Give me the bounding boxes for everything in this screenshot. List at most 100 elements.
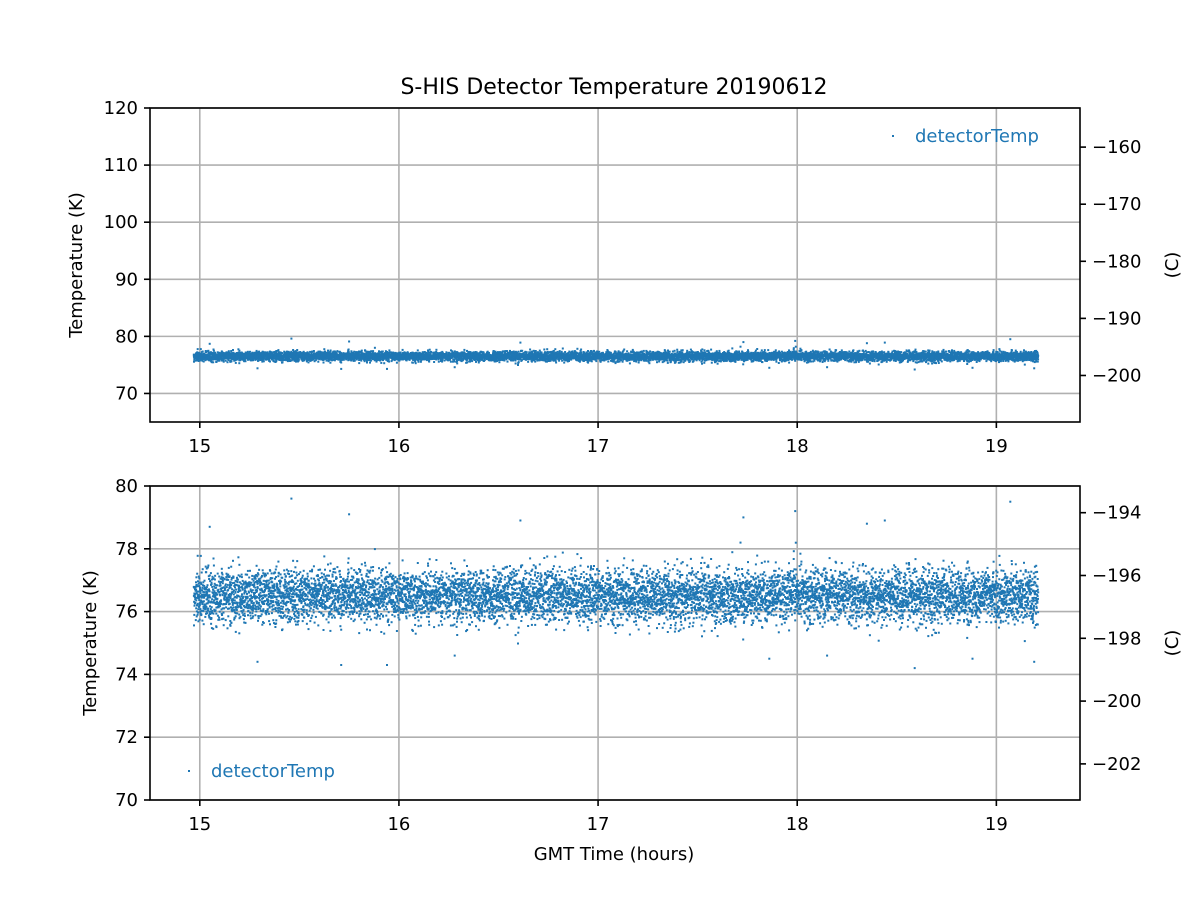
data-point (587, 361, 590, 364)
data-point (301, 352, 304, 355)
data-point (593, 349, 595, 352)
data-point (489, 358, 492, 361)
data-point (273, 360, 275, 363)
data-point (453, 350, 456, 353)
data-point (492, 359, 495, 362)
data-point (502, 350, 505, 353)
data-point (568, 360, 570, 362)
data-point (460, 356, 462, 359)
data-point (236, 358, 239, 361)
data-point (331, 359, 334, 362)
data-point (265, 351, 267, 354)
data-point (466, 361, 469, 364)
data-point (570, 358, 573, 361)
data-point (379, 357, 381, 360)
data-point (609, 352, 612, 354)
data-point (373, 359, 376, 362)
data-point (579, 359, 582, 362)
data-point (524, 350, 527, 353)
data-point (384, 350, 387, 353)
data-point (572, 357, 575, 360)
data-point (309, 350, 312, 353)
data-point (302, 350, 305, 353)
data-point (553, 358, 556, 361)
data-point (243, 360, 246, 363)
data-point (207, 357, 210, 360)
data-point (552, 349, 555, 352)
data-point (538, 349, 541, 352)
data-point (323, 348, 326, 351)
data-point (251, 355, 254, 358)
data-point (319, 352, 322, 355)
data-point (614, 361, 617, 364)
data-point (272, 357, 275, 360)
data-point (386, 356, 389, 359)
data-point (387, 351, 390, 354)
data-point (256, 355, 259, 358)
data-point (247, 356, 250, 359)
data-point (303, 359, 306, 362)
data-point (494, 360, 497, 363)
data-point (290, 359, 293, 362)
data-point (612, 353, 615, 356)
data-point (383, 362, 386, 365)
data-point (443, 359, 446, 362)
data-point (435, 348, 438, 351)
data-point (281, 352, 284, 355)
data-point (573, 353, 576, 356)
data-point (365, 359, 368, 362)
data-point (356, 351, 359, 354)
data-point (607, 360, 610, 363)
data-point (212, 361, 215, 364)
data-point (609, 353, 612, 356)
data-point (321, 353, 324, 355)
data-point (262, 360, 265, 363)
data-point (463, 351, 466, 354)
data-point (294, 358, 297, 361)
data-point (554, 359, 557, 362)
data-point (650, 355, 653, 358)
data-point (441, 360, 444, 363)
data-point (619, 351, 622, 354)
data-point (503, 357, 506, 360)
data-point (579, 357, 582, 360)
data-point (319, 350, 322, 353)
data-point (585, 352, 588, 355)
data-point (423, 351, 426, 353)
data-point (478, 359, 481, 362)
data-point (514, 362, 517, 365)
data-point (215, 361, 218, 363)
data-point (372, 350, 375, 353)
data-point (211, 358, 214, 361)
data-point (520, 359, 523, 362)
data-point (293, 351, 295, 353)
data-point (652, 351, 655, 353)
data-point (453, 360, 456, 363)
data-point (544, 360, 547, 363)
data-point (501, 351, 504, 354)
data-point (335, 356, 338, 358)
data-point (473, 351, 475, 354)
data-point (471, 360, 474, 363)
data-point (275, 350, 278, 352)
data-point (540, 351, 543, 354)
data-point (266, 351, 269, 354)
data-point (311, 350, 314, 353)
data-point (320, 358, 323, 361)
data-point (391, 353, 394, 356)
data-point (499, 351, 502, 354)
data-point (385, 358, 388, 361)
data-point (437, 360, 440, 363)
data-point (631, 348, 634, 351)
data-point (212, 348, 215, 351)
data-point (254, 352, 257, 355)
data-point (465, 359, 468, 362)
data-point (631, 358, 633, 361)
data-point (296, 349, 299, 351)
data-point (373, 357, 376, 360)
data-point (529, 348, 532, 351)
data-point (373, 346, 376, 349)
data-point (329, 355, 332, 358)
data-point (416, 349, 419, 352)
data-point (196, 351, 199, 354)
